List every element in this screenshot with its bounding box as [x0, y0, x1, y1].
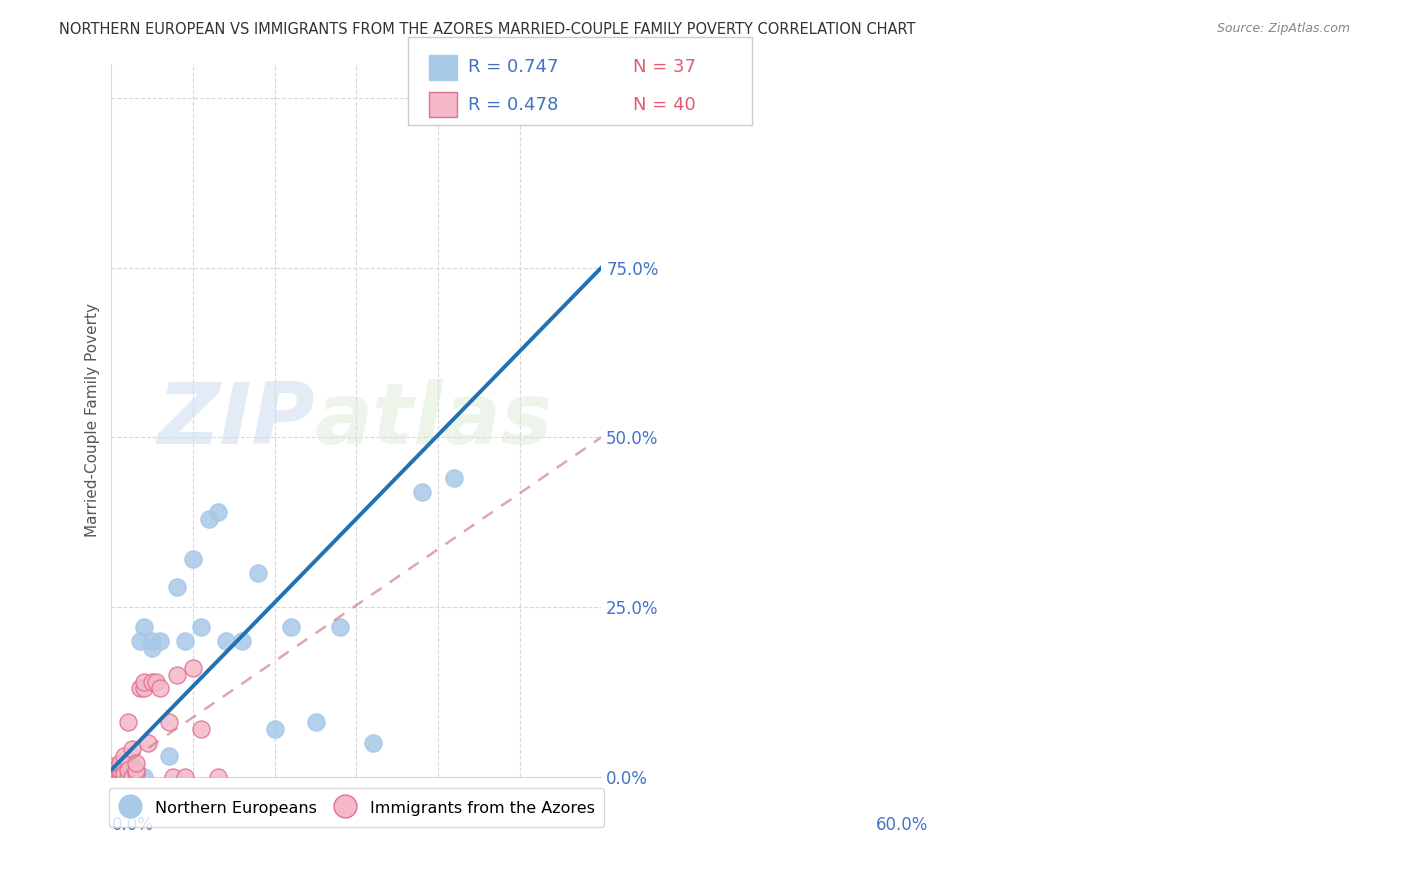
Point: [108, 756, 131, 770]
Point: [100, 770, 122, 784]
Point: [100, 763, 122, 777]
Point: [108, 770, 131, 784]
Point: [591, 91, 613, 105]
Point: [121, 756, 143, 770]
Y-axis label: Married-Couple Family Poverty: Married-Couple Family Poverty: [86, 303, 100, 537]
Point: [112, 770, 135, 784]
Text: R = 0.747: R = 0.747: [468, 58, 558, 76]
Point: [125, 756, 148, 770]
Point: [100, 770, 122, 784]
Point: [329, 620, 352, 634]
Point: [100, 770, 122, 784]
Point: [149, 681, 172, 696]
Point: [361, 736, 384, 750]
Point: [108, 766, 131, 780]
Point: [263, 722, 285, 736]
Point: [100, 766, 122, 780]
Point: [132, 681, 155, 696]
Point: [104, 770, 127, 784]
Point: [112, 749, 135, 764]
Point: [104, 766, 127, 780]
Point: [207, 505, 229, 519]
Text: NORTHERN EUROPEAN VS IMMIGRANTS FROM THE AZORES MARRIED-COUPLE FAMILY POVERTY CO: NORTHERN EUROPEAN VS IMMIGRANTS FROM THE…: [59, 22, 915, 37]
Point: [411, 484, 433, 499]
Point: [121, 770, 143, 784]
Point: [117, 763, 139, 777]
Point: [117, 770, 139, 784]
Point: [132, 620, 155, 634]
Point: [125, 766, 148, 780]
Point: [280, 620, 302, 634]
Point: [108, 763, 131, 777]
Text: N = 37: N = 37: [633, 58, 696, 76]
Text: 60.0%: 60.0%: [876, 816, 928, 834]
Point: [141, 674, 163, 689]
Text: Source: ZipAtlas.com: Source: ZipAtlas.com: [1216, 22, 1350, 36]
Point: [174, 770, 197, 784]
Point: [136, 736, 159, 750]
Point: [121, 742, 143, 756]
Point: [100, 759, 122, 773]
Point: [304, 715, 326, 730]
Point: [166, 580, 188, 594]
Point: [198, 512, 221, 526]
Text: atlas: atlas: [315, 379, 553, 462]
Point: [166, 668, 188, 682]
Point: [132, 674, 155, 689]
Point: [149, 633, 172, 648]
Point: [129, 633, 152, 648]
Point: [107, 770, 129, 784]
Point: [162, 770, 184, 784]
Point: [141, 633, 163, 648]
Point: [145, 674, 167, 689]
Point: [181, 661, 204, 675]
Text: R = 0.478: R = 0.478: [468, 95, 558, 113]
Point: [190, 620, 212, 634]
Point: [100, 766, 122, 780]
Point: [117, 715, 139, 730]
Point: [132, 770, 155, 784]
Point: [125, 763, 148, 777]
Point: [121, 770, 143, 784]
Legend: Northern Europeans, Immigrants from the Azores: Northern Europeans, Immigrants from the …: [108, 789, 605, 827]
Point: [157, 715, 180, 730]
Point: [247, 566, 270, 580]
Point: [112, 766, 135, 780]
Point: [207, 770, 229, 784]
Point: [231, 633, 253, 648]
Point: [181, 552, 204, 566]
Point: [141, 640, 163, 655]
Point: [112, 770, 135, 784]
Point: [104, 763, 127, 777]
Point: [117, 756, 139, 770]
Point: [215, 633, 238, 648]
Point: [104, 766, 127, 780]
Point: [108, 763, 131, 777]
Text: ZIP: ZIP: [157, 379, 315, 462]
Text: 0.0%: 0.0%: [111, 816, 153, 834]
Point: [108, 770, 131, 784]
Point: [190, 722, 212, 736]
Point: [112, 759, 135, 773]
Point: [117, 766, 139, 780]
Point: [157, 749, 180, 764]
Point: [125, 763, 148, 777]
Point: [443, 471, 465, 485]
Point: [129, 681, 152, 696]
Point: [174, 633, 197, 648]
Text: N = 40: N = 40: [633, 95, 696, 113]
Point: [117, 763, 139, 777]
Point: [100, 763, 122, 777]
Point: [125, 766, 148, 780]
